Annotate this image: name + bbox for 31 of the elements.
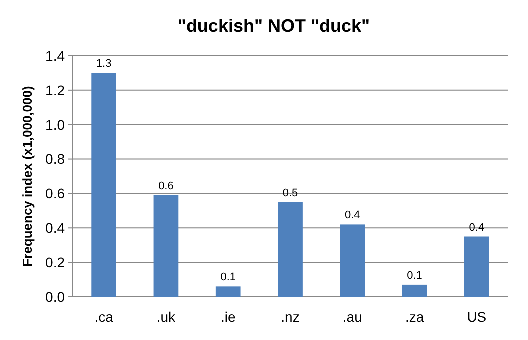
- bar: [278, 202, 303, 297]
- chart-title: "duckish" NOT "duck": [178, 16, 370, 36]
- bar: [154, 195, 179, 297]
- y-tick-label: 1.2: [46, 82, 66, 98]
- bar: [464, 236, 490, 297]
- bar: [340, 224, 366, 297]
- x-tick-label: .za: [405, 309, 424, 325]
- data-label: 0.6: [158, 180, 174, 192]
- data-label: 1.3: [96, 58, 112, 70]
- data-label: 0.4: [344, 210, 360, 222]
- x-tick-label: .ie: [220, 309, 236, 325]
- x-tick-label: .nz: [281, 309, 300, 325]
- x-tick-label: US: [467, 309, 487, 325]
- data-label: 0.5: [282, 187, 298, 200]
- y-tick-label: 0.2: [46, 254, 66, 270]
- data-label: 0.1: [407, 270, 422, 282]
- y-axis-title: Frequency index (x1,000,000): [20, 86, 35, 267]
- x-tick-label: .ca: [94, 309, 114, 325]
- y-tick-label: 0.0: [46, 288, 66, 305]
- y-tick-label: 0.8: [46, 151, 66, 168]
- y-tick-label: 1.0: [46, 116, 66, 133]
- x-tick-label: .uk: [156, 309, 177, 325]
- x-tick-label: .au: [342, 309, 362, 325]
- y-tick-label: 0.6: [46, 186, 66, 202]
- data-label: 0.1: [220, 272, 236, 284]
- y-tick-label: 0.4: [46, 220, 66, 236]
- y-tick-label: 1.4: [46, 48, 66, 64]
- bar: [402, 284, 428, 297]
- data-label: 0.4: [469, 222, 485, 234]
- bar: [92, 73, 116, 297]
- bar: [216, 286, 241, 297]
